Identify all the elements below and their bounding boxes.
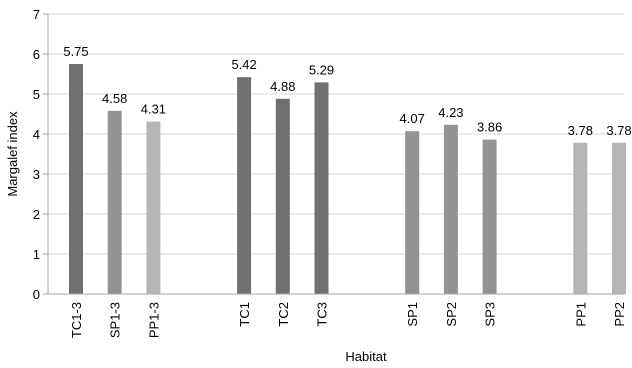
bar-value-label: 5.29 (309, 62, 334, 77)
bar-value-label: 4.07 (400, 111, 425, 126)
y-axis-ticks: 0 1 2 3 4 5 6 7 (33, 7, 48, 302)
x-tick-label: TC1-3 (69, 302, 84, 338)
bar (146, 121, 161, 294)
y-tick-label: 6 (33, 47, 40, 62)
bar-value-label: 4.31 (141, 102, 166, 117)
bar (443, 124, 458, 294)
bars: 5.75 4.58 4.31 5.42 4.88 5.29 4.07 4.23 3.86 3.78… (63, 44, 632, 295)
bar-value-label: 3.86 (477, 120, 502, 135)
bar-value-label: 4.58 (102, 91, 127, 106)
y-tick-label: 3 (33, 167, 40, 182)
bar (69, 64, 83, 294)
x-tick-label: TC1 (237, 302, 252, 327)
bar-value-label: 5.75 (63, 44, 88, 59)
x-tick-label: TC3 (315, 302, 330, 327)
y-tick-label: 0 (33, 287, 40, 302)
y-tick-label: 4 (33, 127, 40, 142)
bar-value-label: 5.42 (231, 57, 256, 72)
bar (405, 131, 420, 294)
y-tick-label: 2 (33, 207, 40, 222)
bar (482, 139, 497, 294)
y-tick-label: 5 (33, 87, 40, 102)
x-tick-label: SP3 (483, 302, 498, 327)
bar-value-label: 4.88 (270, 79, 295, 94)
x-tick-label: TC2 (276, 302, 291, 327)
x-tick-label: SP1-3 (108, 302, 123, 338)
bar (237, 77, 252, 294)
bar-value-label: 3.78 (606, 123, 631, 138)
x-tick-label: SP2 (444, 302, 459, 327)
bar (612, 142, 626, 294)
bar (275, 98, 290, 294)
bar (107, 110, 122, 294)
bar-value-label: 3.78 (568, 123, 593, 138)
bar (573, 142, 588, 294)
y-axis-title: Margalef index (5, 111, 20, 197)
x-tick-label: PP2 (612, 302, 627, 327)
x-axis-ticks: TC1-3SP1-3PP1-3TC1TC2TC3SP1SP2SP3PP1PP2P… (69, 302, 627, 338)
bar (314, 82, 329, 295)
x-tick-label: PP1-3 (146, 302, 161, 338)
x-tick-label: PP1 (573, 302, 588, 327)
x-axis-title: Habitat (345, 349, 387, 364)
y-tick-label: 1 (33, 247, 40, 262)
bar-value-label: 4.23 (438, 105, 463, 120)
x-tick-label: SP1 (405, 302, 420, 327)
y-tick-label: 7 (33, 7, 40, 22)
gridlines (48, 13, 624, 255)
